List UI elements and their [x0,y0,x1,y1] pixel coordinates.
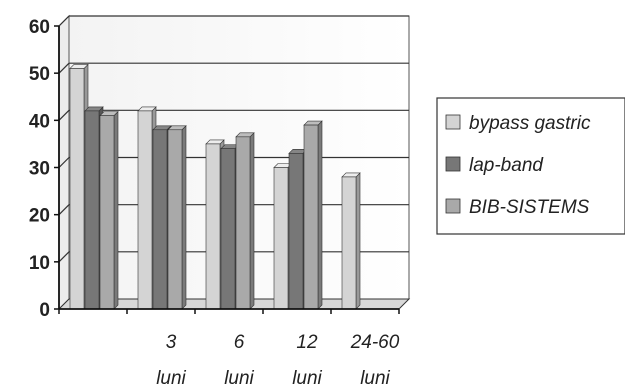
x-tick-label-unit: luni [156,368,186,388]
legend-swatch [445,156,461,172]
bar-side [249,132,255,310]
bar-front [167,129,183,310]
legend-swatch [445,114,461,130]
bar-front [69,68,85,310]
x-tick-label-unit: luni [224,368,254,388]
bar-front [84,110,100,310]
bar-side [355,172,361,310]
bar-front [288,153,304,310]
bar-side [113,110,119,310]
y-tick-label: 50 [29,64,50,85]
x-tick-label: 6 [234,332,245,353]
legend-swatch [445,198,461,214]
bar-front [99,115,115,310]
bar-front [273,167,289,310]
bar-side [181,125,187,310]
y-tick-label: 60 [29,17,50,38]
bar-front [205,143,221,310]
bar-front [220,148,236,310]
x-tick-label: 12 [296,332,318,353]
x-tick-label-unit: luni [292,368,322,388]
y-tick-label: 0 [39,300,50,321]
plot-area: 0 10 20 30 40 50 60 3 luni 6 luni 12 luni 24-60 luni [29,14,411,388]
y-tick-label: 40 [29,111,50,132]
legend-label: BIB-SISTEMS [469,197,590,218]
gridline-side [58,15,70,27]
bar-front [152,129,168,310]
bar-front [235,136,251,310]
y-tick-label: 30 [29,159,50,180]
gridline-side [58,251,70,263]
bar [167,125,187,310]
gridline-side [58,157,70,168]
bar [341,172,361,310]
legend-label: bypass gastric [469,113,591,134]
bar-front [137,110,153,310]
legend: bypass gastric lap-band BIB-SISTEMS [436,97,625,235]
x-tick-label: 3 [166,332,177,353]
legend-box [436,97,625,235]
bar-front [303,124,319,310]
x-tick-label: 24-60 [350,332,400,353]
bar-side [317,120,323,310]
gridline-side [58,109,70,121]
y-tick-label: 10 [29,253,50,274]
bar [99,110,119,310]
y-tick-label: 20 [29,206,50,227]
bar [303,120,323,310]
legend-label: lap-band [469,155,544,176]
gridline-side [58,62,70,74]
bar-front [341,176,357,310]
gridline-side [58,204,70,216]
x-tick-label-unit: luni [360,368,390,388]
bar [235,132,255,310]
